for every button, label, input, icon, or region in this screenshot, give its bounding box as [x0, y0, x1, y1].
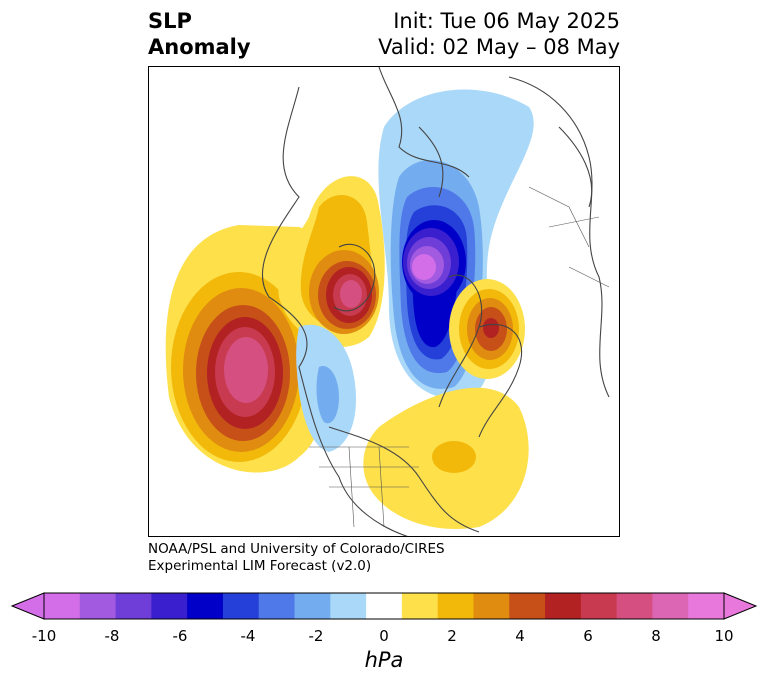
political-borders [309, 186, 610, 528]
valid-range: Valid: 02 May – 08 May [378, 35, 620, 59]
colorbar-tick-label: 4 [515, 627, 525, 645]
colorbar-segment [580, 593, 618, 619]
colorbar-tick-label: 2 [447, 627, 457, 645]
colorbar-extend-max [723, 592, 758, 620]
colorbar-tick-label: -8 [104, 627, 120, 645]
colorbar-segment [437, 593, 474, 619]
colorbar-segment [688, 593, 725, 619]
colorbar-segment [330, 593, 367, 619]
credit-text: NOAA/PSL and University of Colorado/CIRE… [148, 541, 445, 575]
anomaly-western-canada-low [296, 324, 357, 452]
init-date: Init: Tue 06 May 2025 [393, 9, 620, 33]
credit-line-1: NOAA/PSL and University of Colorado/CIRE… [148, 541, 445, 557]
colorbar-segment [258, 593, 296, 619]
colorbar-tick-label: -4 [240, 627, 256, 645]
colorbar-segments [10, 592, 758, 620]
anomaly-eastern-us-high [363, 387, 529, 529]
title-variable: SLP [148, 9, 192, 33]
credit-line-2: Experimental LIM Forecast (v2.0) [148, 558, 372, 574]
colorbar-segment [366, 593, 403, 619]
colorbar-segment [294, 593, 331, 619]
colorbar-border [43, 592, 725, 620]
colorbar-segment [222, 593, 260, 619]
colorbar-segment [509, 593, 546, 619]
colorbar-segment [44, 593, 81, 619]
title-block-left: SLP Anomaly [148, 8, 251, 60]
title-block-right: Init: Tue 06 May 2025 Valid: 02 May – 08… [378, 8, 620, 60]
colorbar-tick-label: 0 [379, 627, 389, 645]
map-panel [148, 66, 620, 537]
anomaly-hudson-high [278, 176, 385, 348]
colorbar-tick-label: 10 [714, 627, 734, 645]
colorbar-unit-label: hPa [364, 648, 404, 672]
colorbar-segment [115, 593, 152, 619]
colorbar-segment [187, 593, 224, 619]
colorbar-extend-min [10, 592, 45, 620]
colorbar-segment [545, 593, 582, 619]
colorbar-segment [401, 593, 439, 619]
shaded-anomalies [165, 89, 534, 529]
colorbar-segment [473, 593, 510, 619]
slp-anomaly-map [165, 67, 610, 536]
colorbar-tick-label: -6 [172, 627, 188, 645]
colorbar-tick-label: -2 [308, 627, 324, 645]
colorbar [10, 592, 758, 620]
colorbar-tick-label: -10 [31, 627, 57, 645]
colorbar-tick-label: 6 [583, 627, 593, 645]
colorbar-segment [616, 593, 653, 619]
colorbar-segment [652, 593, 689, 619]
title-field: Anomaly [148, 35, 251, 59]
colorbar-segment [151, 593, 188, 619]
anomaly-scandinavia-high [449, 279, 525, 379]
coastline-outlines [261, 67, 610, 536]
colorbar-segment [79, 593, 117, 619]
colorbar-tick-label: 8 [651, 627, 661, 645]
